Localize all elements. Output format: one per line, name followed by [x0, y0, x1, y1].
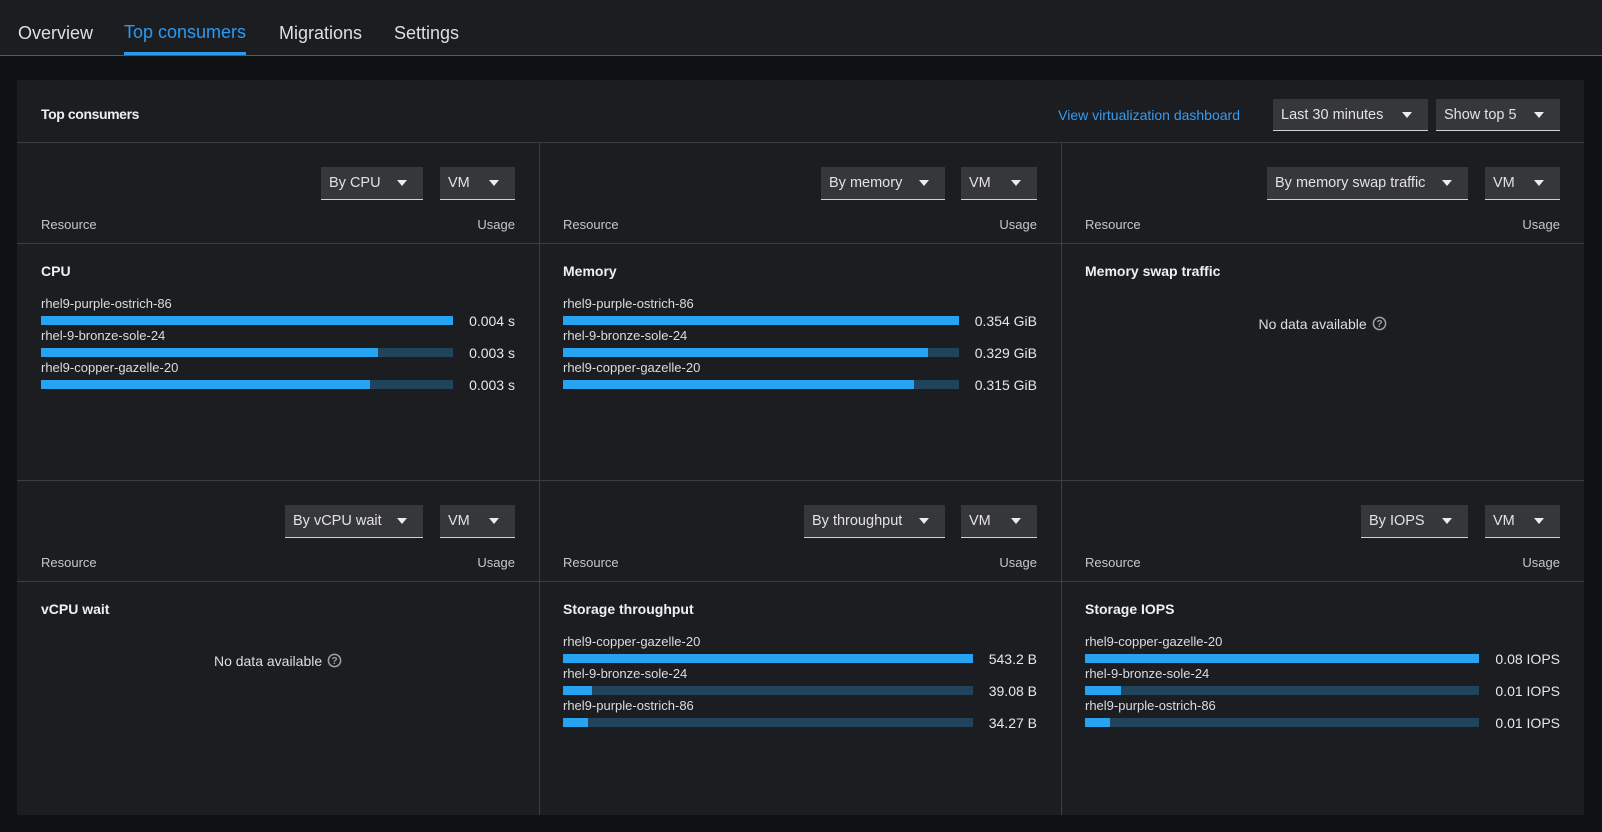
- svg-text:?: ?: [331, 656, 337, 667]
- svg-text:?: ?: [1376, 319, 1382, 330]
